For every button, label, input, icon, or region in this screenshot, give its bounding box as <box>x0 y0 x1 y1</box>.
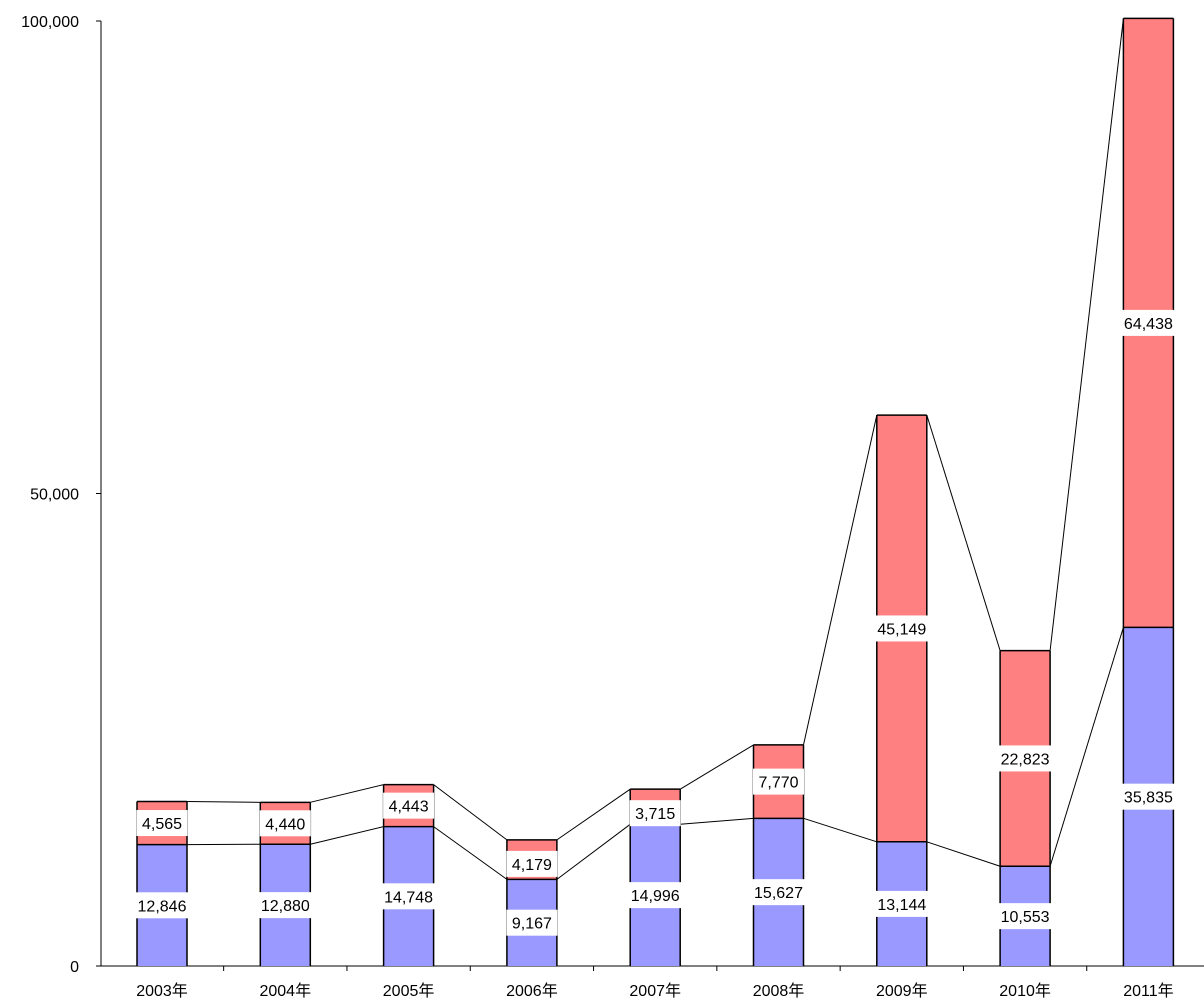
data-label-series-1-bg <box>871 890 932 917</box>
x-tick-label: 2005年 <box>383 982 435 1000</box>
data-label-series-1: 14,748 <box>384 889 433 906</box>
data-label-series-1-bg <box>625 882 686 909</box>
data-label-series-1: 10,553 <box>1001 909 1050 926</box>
data-label-series-1-bg <box>132 892 192 919</box>
y-tick-label: 0 <box>70 959 79 976</box>
data-label-series-2-bg <box>995 745 1056 772</box>
series-1-connector-line <box>556 823 631 880</box>
series-2-connector-line <box>926 414 1001 651</box>
data-label-series-2-bg <box>383 792 435 819</box>
data-label-series-1: 9,167 <box>512 916 552 933</box>
data-label-series-1-bg <box>1118 783 1179 810</box>
data-label-series-1-bg <box>506 909 558 936</box>
x-tick-label: 2006年 <box>506 982 558 1000</box>
data-label-series-1-bg <box>748 879 809 906</box>
data-label-series-2: 4,443 <box>389 799 429 816</box>
series-1-connector-line <box>926 841 1001 867</box>
data-label-series-1: 12,880 <box>261 898 310 915</box>
data-label-series-1: 14,996 <box>631 888 680 905</box>
series-2-connector-line <box>433 784 508 841</box>
data-label-series-2: 4,179 <box>512 857 552 874</box>
data-label-series-1: 35,835 <box>1124 790 1173 807</box>
data-label-series-2-bg <box>629 800 681 827</box>
data-label-series-1-bg <box>378 883 439 910</box>
series-2-connector-line <box>186 800 261 803</box>
series-1-connector-line <box>803 817 877 843</box>
data-label-series-2-bg <box>753 768 804 795</box>
data-label-series-1-bg <box>995 903 1056 930</box>
x-tick-label: 2003年 <box>136 982 188 1000</box>
data-label-series-1: 15,627 <box>754 885 803 902</box>
data-label-series-2: 4,440 <box>265 816 305 833</box>
y-tick-label: 100,000 <box>21 14 79 31</box>
series-2-connector-line <box>803 415 878 746</box>
data-label-series-2: 22,823 <box>1001 751 1050 768</box>
data-label-series-2: 4,565 <box>142 816 182 833</box>
data-label-series-2-bg <box>136 810 188 837</box>
series-1-connector-line <box>433 826 508 880</box>
series-2-connector-line <box>679 744 754 790</box>
x-tick-label: 2007年 <box>629 982 681 1000</box>
data-label-series-2: 3,715 <box>635 806 675 823</box>
series-1-connector-line <box>310 826 384 845</box>
data-label-series-2-bg <box>871 615 932 642</box>
x-tick-label: 2008年 <box>753 982 805 1000</box>
series-1-connector-line <box>680 817 754 825</box>
x-tick-label: 2010年 <box>999 982 1051 1000</box>
data-label-series-2: 64,438 <box>1124 316 1173 333</box>
data-label-series-1: 12,846 <box>138 898 187 915</box>
series-2-connector-line <box>556 788 631 841</box>
series-1-connector-line <box>1049 627 1124 867</box>
y-tick-label: 50,000 <box>30 487 79 504</box>
data-label-series-2-bg <box>259 810 311 837</box>
data-label-series-1: 13,144 <box>877 897 926 914</box>
data-label-series-2: 45,149 <box>877 621 926 638</box>
x-tick-label: 2011年 <box>1123 982 1173 1000</box>
data-label-series-1-bg <box>255 892 316 919</box>
x-tick-label: 2009年 <box>876 982 928 1000</box>
data-label-series-2-bg <box>506 850 558 877</box>
x-tick-label: 2004年 <box>259 982 311 1000</box>
data-label-series-2: 7,770 <box>758 775 798 792</box>
data-label-series-2-bg <box>1118 309 1179 336</box>
series-2-connector-line <box>310 784 384 803</box>
series-2-connector-line <box>1049 18 1124 651</box>
